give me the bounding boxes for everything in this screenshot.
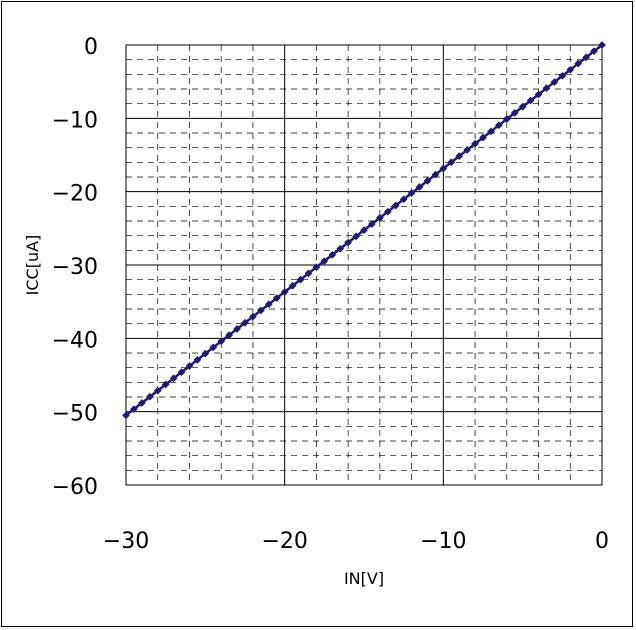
y-tick-label: −40 [52,328,98,353]
data-point-marker [590,47,599,56]
y-tick-label: −60 [52,475,98,500]
data-point-marker [280,287,289,296]
data-point-marker [518,102,527,111]
data-point-marker [494,121,503,130]
data-point-marker [463,145,472,154]
data-point-marker [471,139,480,148]
data-point-marker [399,195,408,204]
data-point-marker [510,108,519,117]
data-point-marker [193,355,202,364]
data-point-marker [542,84,551,93]
data-point-marker [479,133,487,142]
data-point-marker [248,312,257,321]
x-tick-label: −10 [420,529,466,554]
data-point-marker [558,71,567,80]
data-point-marker [217,337,226,346]
x-tick-label: −30 [103,529,149,554]
data-point-marker [375,213,384,222]
data-point-marker [367,220,376,228]
y-axis-ticks: 0 −10 −20 −30 −40 −50 −60 [52,35,98,500]
data-point-marker [122,411,130,420]
y-tick-label: −20 [52,182,98,207]
y-tick-label: −50 [52,402,98,427]
data-point-marker [423,176,432,185]
data-point-marker [201,349,210,358]
data-point-marker [288,281,297,290]
data-point-marker [447,158,456,167]
major-gridlines [125,44,603,486]
data-point-marker [264,300,273,309]
data-point-marker [534,90,543,99]
data-point-marker [574,59,583,68]
data-series [122,41,606,420]
data-point-marker [431,170,440,179]
data-point-marker [526,96,535,105]
data-point-marker [566,65,575,74]
data-point-marker [241,318,249,327]
x-tick-label: −20 [261,529,307,554]
data-point-marker [304,269,313,278]
data-point-marker [169,374,178,383]
data-point-marker [272,294,281,303]
data-point-marker [415,183,424,191]
data-point-marker [177,368,186,377]
data-point-marker [320,257,329,265]
data-point-marker [129,405,138,414]
y-tick-label: 0 [84,35,98,60]
data-point-marker [296,275,305,284]
data-point-marker [502,115,511,124]
x-axis-title: IN[V] [344,569,384,588]
data-point-marker [256,306,265,315]
x-tick-label: 0 [595,529,609,554]
data-point-marker [383,207,392,216]
data-point-marker [407,189,416,198]
data-point-marker [328,250,337,259]
data-point-marker [161,380,170,389]
data-point-marker [455,152,464,161]
data-point-marker [145,392,154,401]
data-point-marker [598,41,606,49]
data-point-marker [344,238,353,247]
data-point-marker [225,331,234,340]
data-point-marker [486,127,495,136]
data-point-marker [352,232,361,241]
data-point-marker [582,53,591,62]
data-point-marker [185,362,194,370]
y-tick-label: −30 [52,255,98,280]
data-point-marker [209,343,218,352]
data-point-marker [439,164,448,173]
data-point-marker [336,244,345,253]
data-point-marker [360,226,368,235]
plot-area-border [125,44,603,486]
y-axis-title: ICC[uA] [23,235,42,296]
data-point-marker [550,78,559,86]
y-tick-label: −10 [52,108,98,133]
data-point-marker [391,201,400,210]
data-point-marker [233,324,242,333]
x-axis-ticks: −30 −20 −10 0 [103,529,609,554]
data-point-marker [153,386,162,395]
data-point-marker [312,263,321,272]
data-point-marker [137,399,146,407]
